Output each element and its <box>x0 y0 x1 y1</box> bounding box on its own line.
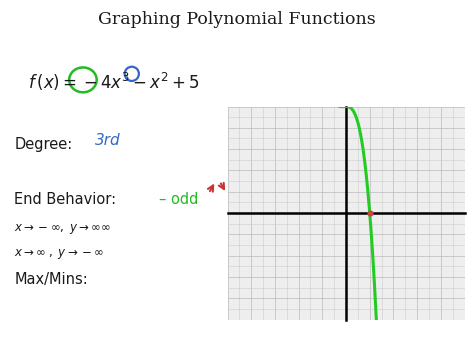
Text: 3rd: 3rd <box>95 133 120 148</box>
Text: Max/Mins:: Max/Mins: <box>14 272 88 286</box>
Text: Degree:: Degree: <box>14 137 73 152</box>
Text: Graphing Polynomial Functions: Graphing Polynomial Functions <box>98 11 376 28</box>
Text: $x \rightarrow -\infty, \; y \rightarrow \infty\infty$: $x \rightarrow -\infty, \; y \rightarrow… <box>14 222 111 236</box>
Text: $x \rightarrow \infty \; , \; y \rightarrow -\infty$: $x \rightarrow \infty \; , \; y \rightar… <box>14 247 104 261</box>
Text: End Behavior:: End Behavior: <box>14 192 116 207</box>
Text: – odd: – odd <box>159 192 198 207</box>
Text: $f\,(x) = -4x^3 - x^2 + 5$: $f\,(x) = -4x^3 - x^2 + 5$ <box>28 71 200 93</box>
